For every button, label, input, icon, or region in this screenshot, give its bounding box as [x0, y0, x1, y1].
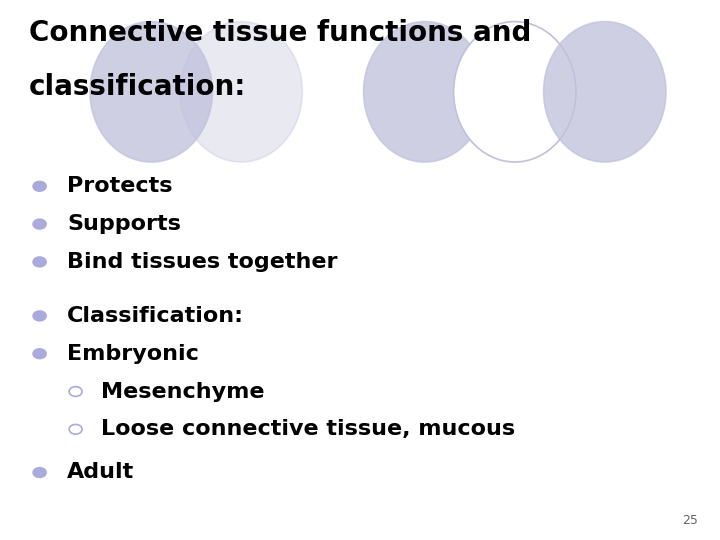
Text: Bind tissues together: Bind tissues together	[67, 252, 338, 272]
Text: Classification:: Classification:	[67, 306, 244, 326]
Ellipse shape	[544, 22, 666, 162]
Ellipse shape	[90, 22, 212, 162]
Circle shape	[33, 219, 46, 229]
Circle shape	[33, 257, 46, 267]
Text: Connective tissue functions and: Connective tissue functions and	[29, 19, 531, 47]
Text: classification:: classification:	[29, 73, 246, 101]
Text: Embryonic: Embryonic	[67, 343, 199, 364]
Text: Loose connective tissue, mucous: Loose connective tissue, mucous	[101, 419, 515, 440]
Text: Supports: Supports	[67, 214, 181, 234]
Ellipse shape	[454, 22, 576, 162]
Text: Adult: Adult	[67, 462, 134, 483]
Circle shape	[69, 424, 82, 434]
Ellipse shape	[180, 22, 302, 162]
Circle shape	[69, 387, 82, 396]
Text: Mesenchyme: Mesenchyme	[101, 381, 264, 402]
Circle shape	[33, 468, 46, 477]
Circle shape	[33, 349, 46, 359]
Text: Protects: Protects	[67, 176, 173, 197]
Ellipse shape	[364, 22, 486, 162]
Circle shape	[33, 311, 46, 321]
Circle shape	[33, 181, 46, 191]
Text: 25: 25	[683, 514, 698, 526]
